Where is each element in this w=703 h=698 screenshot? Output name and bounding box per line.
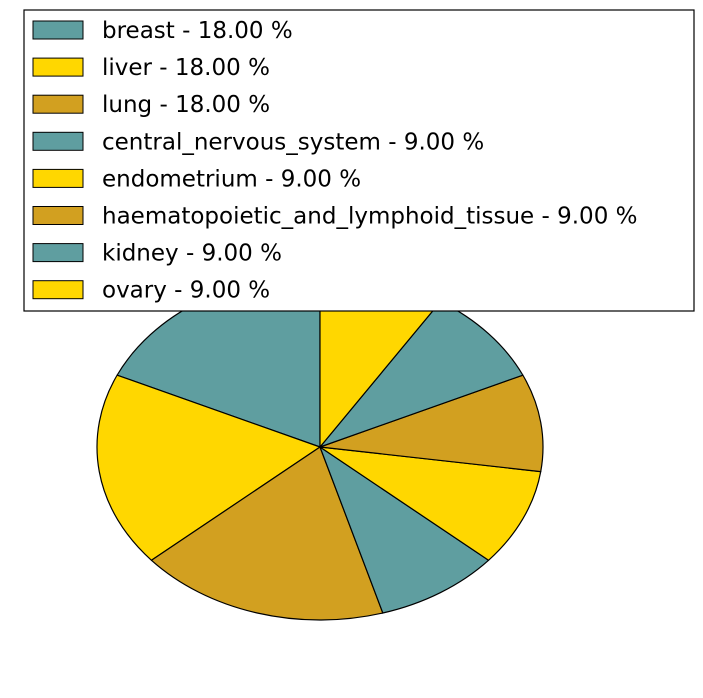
- legend-swatch-endometrium: [32, 168, 84, 188]
- legend-swatch-breast: [32, 20, 84, 40]
- legend-swatch-kidney: [32, 243, 84, 263]
- pie-slice-central-nervous-system: [319, 446, 490, 614]
- legend-label-breast: breast - 18.00 %: [102, 18, 293, 44]
- legend-frame: [23, 9, 695, 312]
- legend-swatch-lung: [32, 94, 84, 114]
- legend-label-haematopoietic-and-lymphoid-tissue: haematopoietic_and_lymphoid_tissue - 9.0…: [102, 204, 638, 230]
- legend: breast - 18.00 % liver - 18.00 % lung - 18…: [23, 9, 695, 312]
- legend-label-liver: liver - 18.00 %: [102, 55, 270, 81]
- legend-swatch-central-nervous-system: [32, 131, 84, 151]
- legend-swatch-liver: [32, 57, 84, 77]
- legend-label-central-nervous-system: central_nervous_system - 9.00 %: [102, 129, 484, 155]
- pie-slice-haematopoietic-and-lymphoid-tissue: [319, 374, 544, 473]
- legend-label-endometrium: endometrium - 9.00 %: [102, 166, 361, 192]
- pie-slice-endometrium: [319, 446, 542, 561]
- legend-label-lung: lung - 18.00 %: [102, 92, 270, 118]
- legend-label-kidney: kidney - 9.00 %: [102, 241, 282, 267]
- pie-slice-liver: [96, 374, 321, 561]
- legend-items: breast - 18.00 % liver - 18.00 % lung - 18…: [32, 18, 638, 304]
- legend-label-ovary: ovary - 9.00 %: [102, 278, 270, 304]
- legend-swatch-haematopoietic-and-lymphoid-tissue: [32, 206, 84, 225]
- pie-slices: [96, 273, 544, 621]
- legend-swatch-ovary: [32, 280, 84, 300]
- pie-slice-lung: [150, 446, 384, 621]
